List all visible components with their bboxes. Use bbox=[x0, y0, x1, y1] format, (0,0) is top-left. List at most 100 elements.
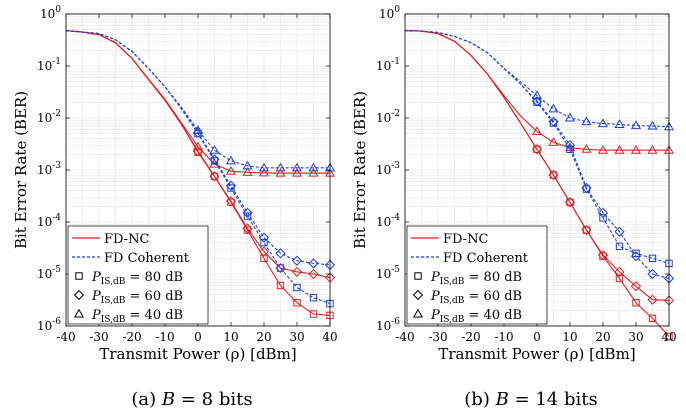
x-tick-label: -30 bbox=[428, 330, 447, 344]
y-tick-label: 100 bbox=[379, 5, 400, 21]
y-tick-label: 10-2 bbox=[376, 109, 400, 125]
data-point bbox=[531, 126, 543, 136]
data-point bbox=[582, 226, 591, 234]
x-tick-label: -10 bbox=[494, 330, 513, 344]
data-point bbox=[630, 251, 642, 262]
data-point bbox=[630, 145, 642, 154]
series-line bbox=[404, 30, 670, 264]
data-point bbox=[225, 196, 237, 207]
data-point bbox=[581, 116, 592, 126]
data-point bbox=[581, 182, 592, 194]
data-point bbox=[630, 281, 642, 292]
data-point bbox=[597, 145, 609, 154]
data-point bbox=[630, 120, 642, 129]
data-point bbox=[614, 226, 625, 237]
data-point bbox=[242, 207, 253, 218]
data-point bbox=[258, 167, 270, 177]
figure-caption: (a) B = 8 bits bbox=[131, 389, 252, 410]
x-tick-label: 30 bbox=[628, 330, 643, 344]
data-point bbox=[242, 167, 253, 176]
x-tick-label: 10 bbox=[223, 330, 238, 344]
x-tick-label: -20 bbox=[122, 330, 141, 344]
data-point bbox=[291, 266, 303, 277]
data-point bbox=[242, 223, 253, 234]
y-tick-label: 10-4 bbox=[376, 213, 400, 229]
data-point bbox=[615, 274, 624, 283]
x-tick-label: 30 bbox=[289, 330, 304, 344]
x-tick-label: 40 bbox=[661, 330, 676, 344]
series-line bbox=[65, 30, 331, 266]
series-coherent-60db bbox=[404, 30, 675, 284]
data-point bbox=[531, 90, 543, 100]
data-point bbox=[648, 314, 657, 323]
legend-label: PIS,dB = 40 dB bbox=[430, 308, 522, 325]
legend-label: FD Coherent bbox=[443, 251, 529, 266]
y-axis-label: Bit Error Rate (BER) bbox=[351, 91, 369, 249]
data-point bbox=[210, 172, 219, 181]
data-point bbox=[632, 299, 640, 307]
data-point bbox=[531, 96, 543, 107]
data-point bbox=[209, 145, 220, 154]
y-tick-label: 10-3 bbox=[376, 161, 400, 177]
data-point bbox=[192, 125, 204, 134]
x-tick-label: -10 bbox=[155, 330, 174, 344]
data-point bbox=[225, 165, 237, 175]
x-tick-label: 10 bbox=[562, 330, 577, 344]
data-point bbox=[209, 171, 220, 182]
y-tick-label: 10-2 bbox=[37, 109, 61, 125]
data-point bbox=[581, 224, 592, 236]
data-point bbox=[225, 155, 237, 165]
data-point bbox=[614, 145, 625, 154]
data-point bbox=[647, 294, 658, 305]
legend-box bbox=[406, 225, 548, 325]
data-point bbox=[648, 254, 657, 263]
data-point bbox=[309, 310, 318, 318]
data-point bbox=[647, 268, 658, 280]
data-point bbox=[291, 255, 303, 266]
data-point bbox=[258, 246, 270, 257]
data-point bbox=[260, 254, 268, 263]
x-tick-label: -20 bbox=[461, 330, 480, 344]
data-point bbox=[647, 145, 658, 154]
data-point bbox=[597, 207, 609, 218]
data-point bbox=[548, 103, 559, 113]
data-point bbox=[260, 238, 268, 247]
data-point bbox=[614, 266, 625, 277]
chart-panel-b: -40 -30 -20 -10 0 10 20 30 4010-610-510-410-310-… bbox=[351, 5, 677, 410]
x-tick-label: 0 bbox=[194, 330, 202, 344]
legend-label: PIS,dB = 80 dB bbox=[91, 270, 183, 287]
x-tick-label: -30 bbox=[89, 330, 108, 344]
legend-label: PIS,dB = 40 dB bbox=[91, 308, 183, 325]
data-point bbox=[308, 167, 319, 177]
y-tick-label: 10-5 bbox=[376, 265, 400, 281]
legend-label: PIS,dB = 80 dB bbox=[430, 270, 522, 287]
chart-panel-a: -40 -30 -20 -10 0 10 20 30 4010-610-510-410-310-… bbox=[12, 5, 338, 410]
data-point bbox=[291, 167, 303, 177]
legend-label: PIS,dB = 60 dB bbox=[91, 289, 183, 306]
data-point bbox=[615, 242, 624, 251]
data-point bbox=[548, 169, 559, 181]
data-point bbox=[293, 283, 301, 292]
y-tick-label: 10-5 bbox=[37, 265, 61, 281]
y-axis-label: Bit Error Rate (BER) bbox=[12, 91, 30, 249]
data-point bbox=[531, 144, 543, 155]
data-point bbox=[275, 167, 286, 177]
data-point bbox=[308, 268, 319, 280]
legend: FD-NC FD Coherent PIS,dB = 80 dB PIS,dB = 6… bbox=[67, 225, 209, 325]
legend: FD-NC FD Coherent PIS,dB = 80 dB PIS,dB = 6… bbox=[406, 225, 548, 325]
legend-label: FD-NC bbox=[443, 232, 488, 247]
y-tick-label: 10-4 bbox=[37, 213, 61, 229]
data-point bbox=[564, 197, 576, 208]
legend-marker bbox=[414, 272, 422, 280]
data-point bbox=[548, 137, 559, 146]
data-point bbox=[597, 250, 609, 261]
data-point bbox=[549, 171, 558, 179]
legend-marker bbox=[412, 308, 424, 318]
data-point bbox=[258, 232, 270, 243]
legend-label: PIS,dB = 60 dB bbox=[430, 289, 522, 306]
data-point bbox=[209, 154, 220, 165]
x-tick-label: 20 bbox=[595, 330, 610, 344]
legend-box bbox=[67, 225, 209, 325]
data-point bbox=[614, 119, 625, 128]
data-point bbox=[665, 332, 673, 341]
